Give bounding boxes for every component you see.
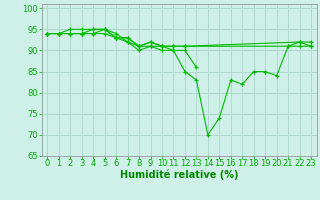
- X-axis label: Humidité relative (%): Humidité relative (%): [120, 170, 238, 180]
